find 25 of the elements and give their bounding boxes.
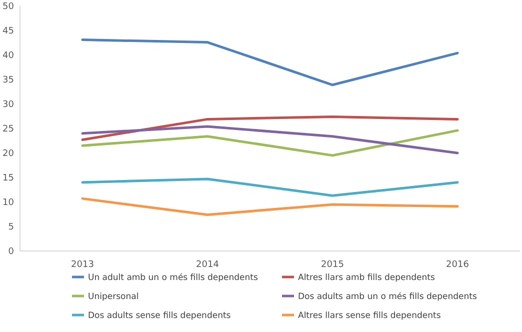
legend-label: Dos adults sense fills dependents [88,311,232,321]
legend-label: Unipersonal [88,292,139,302]
y-tick-label: 35 [2,76,14,86]
x-tick-label: 2015 [321,260,344,270]
y-tick-label: 0 [8,247,14,258]
y-tick-label: 50 [2,2,14,12]
line-series [81,197,459,216]
legend-label: Altres llars sense fills dependents [298,311,442,321]
line-series [81,38,459,86]
y-tick-label: 40 [2,51,14,62]
x-tick-label: 2013 [71,260,94,270]
y-tick-label: 20 [2,149,14,160]
y-tick-label: 15 [2,174,14,184]
x-tick-label: 2014 [196,260,220,270]
y-tick-label: 25 [2,124,14,135]
legend-label: Un adult amb un o més fills dependents [88,273,258,283]
legend-label: Altres llars amb fills dependents [298,273,436,283]
x-tick-label: 2016 [446,260,470,270]
legend-label: Dos adults amb un o més fills dependents [298,292,478,302]
y-tick-label: 5 [8,222,14,233]
y-tick-label: 30 [2,100,14,110]
y-tick-label: 10 [2,198,14,208]
line-series [81,129,459,157]
line-series [81,125,459,154]
y-tick-label: 45 [2,26,14,37]
